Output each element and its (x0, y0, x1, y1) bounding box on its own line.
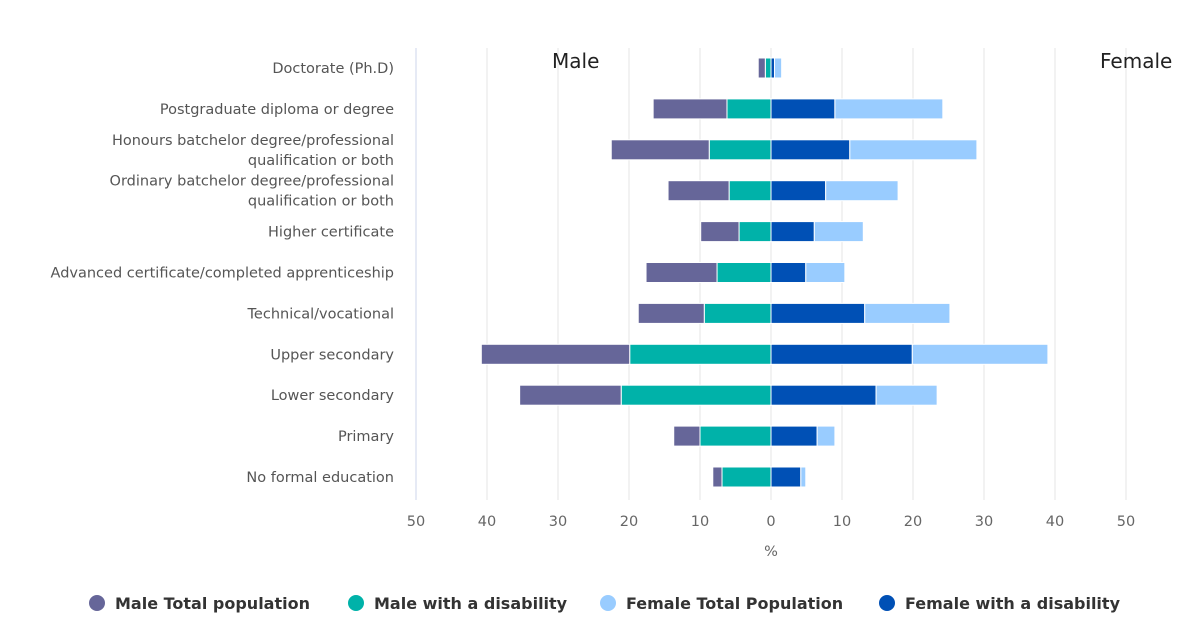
x-tick-label: 10 (833, 514, 851, 530)
bar-female-with-a-disability[interactable] (770, 384, 877, 406)
category-label-line: No formal education (246, 470, 394, 486)
category-label-line: Upper secondary (270, 347, 394, 363)
bar-female-total-population[interactable] (875, 384, 938, 406)
bar-male-with-a-disability[interactable] (699, 425, 772, 447)
x-tick-label: 20 (620, 514, 638, 530)
legend: Male Total population Male with a disabil… (89, 594, 1121, 613)
category-label-line: Primary (338, 429, 394, 445)
bar-male-with-a-disability[interactable] (620, 384, 772, 406)
x-tick-label: 10 (691, 514, 709, 530)
category-label-line: Lower secondary (271, 388, 395, 404)
legend-marker (89, 595, 105, 611)
bar-male-with-a-disability[interactable] (726, 98, 772, 120)
legend-item[interactable]: Female Total Population (600, 594, 843, 613)
bar-female-with-a-disability[interactable] (770, 139, 851, 161)
category-label: Higher certificate (268, 225, 394, 241)
x-tick-label: 30 (549, 514, 567, 530)
bar-male-total-population[interactable] (757, 57, 766, 79)
male-side-label: Male (552, 49, 599, 73)
x-tick-label: 0 (766, 514, 775, 530)
legend-label: Female Total Population (626, 594, 843, 613)
bar-male-with-a-disability[interactable] (738, 221, 772, 243)
bar-female-with-a-disability[interactable] (770, 343, 913, 365)
category-label: Lower secondary (271, 388, 395, 404)
bar-female-total-population[interactable] (825, 180, 899, 202)
bar-male-total-population[interactable] (519, 384, 622, 406)
bar-male-total-population[interactable] (700, 221, 740, 243)
category-label: Primary (338, 429, 394, 445)
category-label-line: qualification or both (248, 153, 394, 169)
bar-female-with-a-disability[interactable] (770, 98, 836, 120)
bar-female-with-a-disability[interactable] (770, 180, 827, 202)
category-label-line: Higher certificate (268, 225, 394, 241)
legend-label: Female with a disability (905, 594, 1121, 613)
legend-item[interactable]: Male Total population (89, 594, 310, 613)
x-tick-label: 30 (975, 514, 993, 530)
legend-label: Male Total population (115, 594, 310, 613)
category-label-line: Ordinary batchelor degree/professional (110, 174, 394, 190)
x-axis-ticks: 50 40 30 20 10 0 10 20 30 40 50 (407, 514, 1135, 530)
bar-male-with-a-disability[interactable] (764, 57, 772, 79)
bar-female-with-a-disability[interactable] (770, 221, 815, 243)
bar-female-total-population[interactable] (834, 98, 944, 120)
bar-female-with-a-disability[interactable] (770, 425, 818, 447)
bar-female-with-a-disability[interactable] (770, 262, 807, 283)
category-label: Doctorate (Ph.D) (272, 61, 394, 77)
x-axis-label: % (764, 544, 778, 560)
bar-female-with-a-disability[interactable] (770, 466, 802, 488)
bar-male-total-population[interactable] (712, 466, 723, 488)
bar-female-total-population[interactable] (864, 302, 951, 324)
bar-male-total-population[interactable] (480, 343, 631, 365)
x-tick-label: 50 (407, 514, 425, 530)
x-tick-label: 40 (478, 514, 496, 530)
bar-male-with-a-disability[interactable] (629, 343, 772, 365)
female-side-label: Female (1100, 49, 1172, 73)
bar-male-total-population[interactable] (637, 302, 705, 324)
bar-female-total-population[interactable] (911, 343, 1049, 365)
category-label: Ordinary batchelor degree/professional qu… (110, 174, 394, 210)
category-label: Advanced certificate/completed apprentic… (51, 266, 394, 282)
category-label: Upper secondary (270, 347, 394, 363)
bar-female-total-population[interactable] (800, 466, 807, 488)
bar-male-with-a-disability[interactable] (703, 302, 772, 324)
bar-male-total-population[interactable] (673, 425, 701, 447)
bar-male-with-a-disability[interactable] (728, 180, 772, 202)
x-tick-label: 40 (1046, 514, 1064, 530)
category-label-line: Postgraduate diploma or degree (160, 102, 394, 118)
legend-marker (600, 595, 616, 611)
category-label-line: Advanced certificate/completed apprentic… (51, 266, 394, 282)
x-tick-label: 20 (904, 514, 922, 530)
bar-male-total-population[interactable] (667, 180, 730, 202)
category-label: Technical/vocational (247, 306, 394, 322)
bar-male-with-a-disability[interactable] (716, 262, 772, 283)
bar-male-total-population[interactable] (652, 98, 728, 120)
category-label: Postgraduate diploma or degree (160, 102, 394, 118)
category-labels: Doctorate (Ph.D) Postgraduate diploma or … (51, 61, 395, 486)
bar-female-with-a-disability[interactable] (770, 302, 866, 324)
bars (480, 57, 1049, 488)
legend-item[interactable]: Male with a disability (348, 594, 568, 613)
bar-male-with-a-disability[interactable] (708, 139, 772, 161)
category-label-line: qualification or both (248, 194, 394, 210)
bar-female-with-a-disability[interactable] (770, 57, 776, 79)
category-label-line: Doctorate (Ph.D) (272, 61, 394, 77)
category-label: Honours batchelor degree/professional qua… (112, 133, 394, 169)
legend-marker (879, 595, 895, 611)
bar-male-total-population[interactable] (610, 139, 710, 161)
x-tick-label: 50 (1117, 514, 1135, 530)
bar-female-total-population[interactable] (813, 221, 864, 243)
bar-male-total-population[interactable] (645, 262, 718, 283)
legend-item[interactable]: Female with a disability (879, 594, 1121, 613)
bar-female-total-population[interactable] (774, 57, 783, 79)
category-label-line: Honours batchelor degree/professional (112, 133, 394, 149)
legend-label: Male with a disability (374, 594, 568, 613)
bar-female-total-population[interactable] (805, 262, 846, 283)
legend-marker (348, 595, 364, 611)
bar-female-total-population[interactable] (849, 139, 978, 161)
category-label: No formal education (246, 470, 394, 486)
category-label-line: Technical/vocational (247, 306, 394, 322)
bar-male-with-a-disability[interactable] (721, 466, 772, 488)
bar-female-total-population[interactable] (816, 425, 836, 447)
